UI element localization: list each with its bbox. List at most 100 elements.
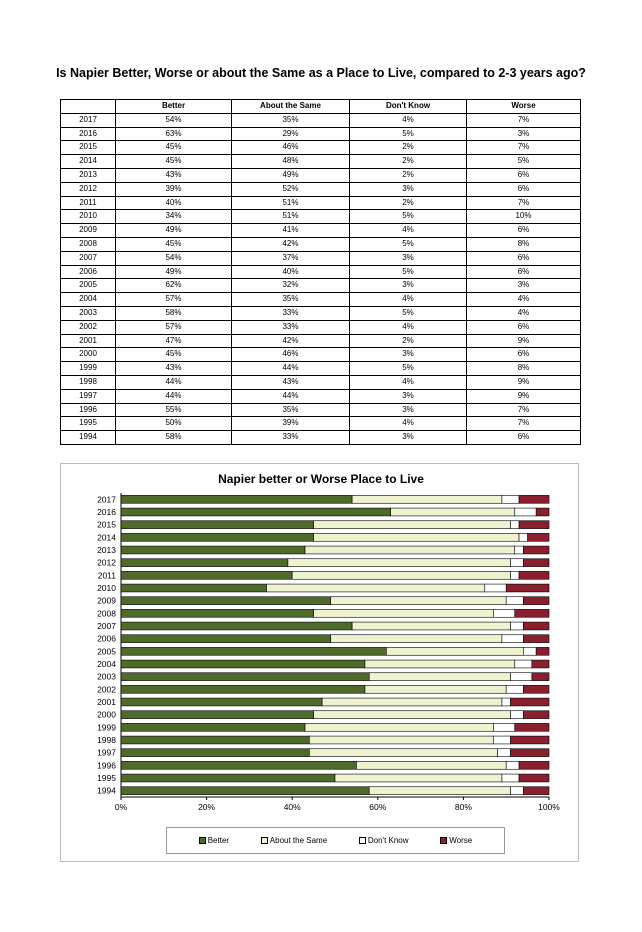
- y-tick-label: 2003: [97, 672, 116, 682]
- bar-segment-about-the-same: [313, 609, 494, 618]
- bar-segment-better: [120, 634, 332, 643]
- bar-segment-better: [120, 659, 366, 669]
- bar-segment-worse: [518, 773, 550, 783]
- page-title: Is Napier Better, Worse or about the Sam…: [56, 66, 586, 80]
- bar-segment-about-the-same: [309, 748, 498, 757]
- bar-segment-better: [120, 647, 387, 656]
- bar-segment-worse: [505, 583, 550, 593]
- table-row: 2013 43% 49% 2% 6%: [60, 167, 581, 183]
- bar-segment-don-t-know: [510, 786, 524, 795]
- x-tick-label: 80%: [455, 802, 472, 812]
- bar-segment-better: [120, 596, 332, 605]
- bar-segment-about-the-same: [364, 685, 507, 694]
- legend-label: Worse: [449, 836, 473, 845]
- bar-segment-don-t-know: [493, 609, 516, 618]
- table-row: 2009 49% 41% 4% 6%: [60, 223, 581, 238]
- bar-segment-about-the-same: [266, 583, 486, 593]
- y-tick-label: 2012: [97, 558, 116, 568]
- bar-segment-better: [120, 685, 366, 694]
- bar-segment-worse: [531, 659, 550, 669]
- bar-segment-better: [120, 710, 314, 719]
- year-cell: 1994: [60, 430, 116, 445]
- legend-swatch: [358, 837, 366, 844]
- y-tick-label: 2007: [97, 621, 116, 631]
- bar-segment-don-t-know: [505, 761, 520, 770]
- bar-segment-worse: [518, 761, 550, 770]
- x-tick-label: 60%: [369, 802, 386, 812]
- bar-segment-worse: [523, 786, 550, 795]
- bar-segment-about-the-same: [287, 558, 511, 567]
- bar-segment-don-t-know: [514, 545, 524, 555]
- table-row: 2007 54% 37% 3% 6%: [60, 250, 581, 266]
- y-tick-label: 2015: [97, 520, 116, 530]
- bar-segment-better: [120, 507, 391, 517]
- y-tick-label: 2016: [97, 507, 116, 517]
- y-tick-label: 2005: [97, 646, 116, 656]
- x-tick-label: 40%: [284, 802, 301, 812]
- legend-swatch: [260, 837, 268, 844]
- bar-segment-about-the-same: [364, 659, 516, 669]
- bar-segment-don-t-know: [505, 596, 524, 605]
- bar-segment-don-t-know: [510, 621, 524, 631]
- y-tick-label: 2004: [97, 659, 116, 669]
- bar-segment-better: [120, 773, 336, 783]
- bar-segment-don-t-know: [501, 495, 520, 504]
- bar-segment-about-the-same: [368, 672, 511, 681]
- bar-segment-don-t-know: [497, 748, 511, 757]
- bar-segment-worse: [523, 558, 550, 567]
- bar-segment-don-t-know: [510, 571, 520, 580]
- bar-segment-about-the-same: [304, 723, 494, 732]
- bar-segment-don-t-know: [514, 507, 537, 517]
- y-tick-label: 2013: [97, 545, 116, 555]
- bar-segment-better: [120, 761, 357, 770]
- bar-segment-worse: [523, 545, 550, 555]
- bar-segment-about-the-same: [330, 596, 507, 605]
- bar-segment-better: [120, 571, 293, 580]
- y-tick-label: 2006: [97, 634, 116, 644]
- y-tick-label: 2011: [98, 570, 117, 580]
- bar-segment-don-t-know: [501, 773, 520, 783]
- bar-segment-better: [120, 697, 323, 707]
- table-row: 1994 58% 33% 3% 6%: [60, 430, 581, 445]
- bar-segment-worse: [514, 723, 550, 732]
- bar-segment-worse: [518, 571, 550, 580]
- bar-segment-worse: [531, 672, 550, 681]
- y-tick-label: 2002: [97, 684, 116, 694]
- bar-segment-about-the-same: [330, 634, 503, 643]
- legend-label: Better: [207, 836, 230, 845]
- bar-segment-worse: [523, 685, 550, 694]
- table-row: 2002 57% 33% 4% 6%: [60, 319, 581, 335]
- bar-segment-worse: [523, 596, 550, 605]
- bar-segment-don-t-know: [493, 723, 516, 732]
- x-tick-label: 100%: [538, 802, 560, 812]
- bar-segment-don-t-know: [501, 697, 511, 707]
- bar-segment-about-the-same: [334, 773, 503, 783]
- table-row: 2006 49% 40% 5% 6%: [60, 264, 581, 280]
- table-row: 2011 40% 51% 2% 7%: [60, 195, 581, 211]
- legend-label: Don't Know: [367, 836, 409, 845]
- bar-segment-worse: [523, 710, 550, 719]
- y-tick-label: 2008: [97, 608, 116, 618]
- bar-segment-don-t-know: [493, 735, 511, 745]
- bar-segment-about-the-same: [313, 533, 520, 542]
- bar-segment-better: [120, 672, 370, 681]
- bar-segment-don-t-know: [510, 672, 533, 681]
- table-header: Better About the Same Don't Know Worse: [60, 99, 581, 114]
- y-tick-label: 2010: [97, 583, 116, 593]
- bar-segment-about-the-same: [351, 621, 511, 631]
- y-tick-label: 2009: [97, 596, 116, 606]
- table-body: 2017 54% 35% 4% 7% 2016 63% 29% 5% 3% 2015 45% 46% 2%…: [60, 112, 581, 445]
- y-tick-label: 1996: [97, 760, 116, 770]
- table-row: 2012 39% 52% 3% 6%: [60, 181, 581, 197]
- bar-segment-worse: [510, 748, 550, 757]
- legend-swatch: [198, 837, 206, 844]
- bar-segment-better: [120, 786, 370, 795]
- bar-segment-better: [120, 748, 310, 757]
- legend-item: Better: [198, 836, 230, 845]
- bar-segment-don-t-know: [501, 634, 524, 643]
- bar-segment-better: [120, 583, 267, 593]
- chart-frame: [60, 463, 579, 862]
- bar-segment-about-the-same: [386, 647, 524, 656]
- legend-swatch: [440, 837, 448, 844]
- table-row: 2005 62% 32% 3% 3%: [60, 278, 581, 294]
